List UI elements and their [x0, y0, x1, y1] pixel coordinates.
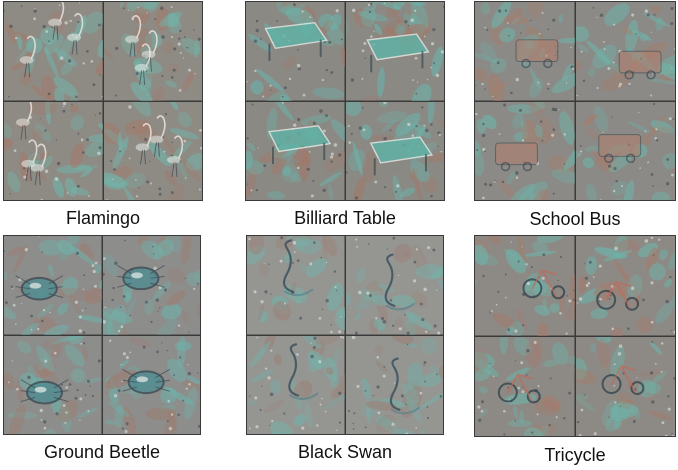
panel-black-swan: Black Swan — [246, 235, 444, 467]
visualization-tile — [575, 2, 675, 101]
texture-image — [475, 101, 575, 200]
caption-tricycle: Tricycle — [544, 445, 606, 465]
visualization-tile — [102, 236, 200, 335]
visualization-tile — [345, 101, 444, 200]
texture-image — [103, 2, 202, 101]
texture-image — [475, 2, 575, 101]
texture-image — [247, 335, 345, 434]
panel-tricycle: Tricycle — [474, 235, 676, 467]
visualization-tile — [475, 101, 575, 200]
visualization-tile — [247, 335, 345, 434]
visualization-tile — [246, 101, 345, 200]
visualization-tile — [345, 2, 444, 101]
visualization-tile — [345, 335, 443, 434]
texture-image — [575, 101, 675, 200]
texture-image — [575, 236, 675, 336]
image-grid-billiard-table — [245, 1, 445, 201]
texture-image — [575, 336, 675, 436]
visualization-tile — [4, 335, 102, 434]
caption-flamingo: Flamingo — [65, 208, 141, 228]
image-grid-tricycle — [474, 235, 676, 437]
texture-image — [103, 101, 202, 200]
panel-ground-beetle: Ground Beetle — [3, 235, 201, 467]
visualization-tile — [575, 236, 675, 336]
visualization-tile — [4, 101, 103, 200]
visualization-tile — [475, 336, 575, 436]
visualization-tile — [246, 2, 345, 101]
texture-image — [345, 2, 444, 101]
image-grid-flamingo — [3, 1, 203, 201]
image-grid-ground-beetle — [3, 235, 201, 435]
texture-image — [575, 2, 675, 101]
panel-billiard-table: Billiard Table — [245, 1, 445, 233]
texture-image — [4, 335, 102, 434]
visualization-tile — [575, 336, 675, 436]
visualization-tile — [475, 2, 575, 101]
caption-billiard-table: Billiard Table — [294, 208, 396, 228]
texture-image — [4, 2, 103, 101]
caption-black-swan: Black Swan — [297, 442, 393, 462]
texture-image — [345, 236, 443, 335]
texture-image — [475, 236, 575, 336]
texture-image — [4, 236, 102, 335]
texture-image — [345, 101, 444, 200]
texture-image — [102, 236, 200, 335]
caption-school-bus: School Bus — [529, 209, 621, 229]
visualization-tile — [102, 335, 200, 434]
caption-ground-beetle: Ground Beetle — [43, 442, 161, 462]
texture-image — [102, 335, 200, 434]
visualization-tile — [575, 101, 675, 200]
panel-school-bus: School Bus — [474, 1, 676, 233]
visualization-tile — [345, 236, 443, 335]
visualization-tile — [247, 236, 345, 335]
texture-image — [345, 335, 443, 434]
image-grid-black-swan — [246, 235, 444, 435]
visualization-tile — [4, 2, 103, 101]
visualization-tile — [4, 236, 102, 335]
visualization-tile — [103, 101, 202, 200]
texture-image — [247, 236, 345, 335]
visualization-tile — [475, 236, 575, 336]
texture-image — [246, 101, 345, 200]
texture-image — [4, 101, 103, 200]
texture-image — [475, 336, 575, 436]
panel-flamingo: Flamingo — [3, 1, 203, 233]
texture-image — [246, 2, 345, 101]
image-grid-school-bus — [474, 1, 676, 201]
visualization-tile — [103, 2, 202, 101]
